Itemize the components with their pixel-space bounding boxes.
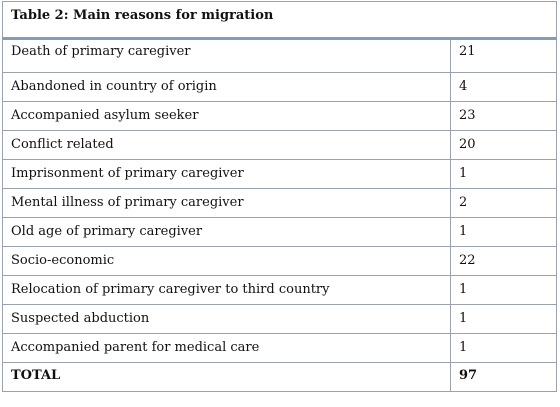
- table-row: Old age of primary caregiver 1: [2, 217, 557, 247]
- count-cell: 1: [450, 159, 557, 189]
- reason-cell: Old age of primary caregiver: [2, 217, 451, 247]
- total-row: TOTAL 97: [2, 362, 557, 392]
- reason-cell: Suspected abduction: [2, 304, 451, 334]
- table-row: Suspected abduction 1: [2, 304, 557, 334]
- count-cell: 21: [450, 38, 557, 73]
- table-row: Death of primary caregiver 21: [2, 38, 557, 73]
- reason-cell: Socio-economic: [2, 246, 451, 276]
- count-cell: 1: [450, 275, 557, 305]
- table-row: Accompanied parent for medical care 1: [2, 333, 557, 363]
- table-row: Conflict related 20: [2, 130, 557, 160]
- table-title: Table 2: Main reasons for migration: [2, 1, 557, 40]
- total-label: TOTAL: [2, 362, 451, 392]
- table-row: Mental illness of primary caregiver 2: [2, 188, 557, 218]
- reason-cell: Conflict related: [2, 130, 451, 160]
- count-cell: 22: [450, 246, 557, 276]
- table-row: Socio-economic 22: [2, 246, 557, 276]
- reason-cell: Relocation of primary caregiver to third…: [2, 275, 451, 305]
- reason-cell: Accompanied asylum seeker: [2, 101, 451, 131]
- reason-cell: Mental illness of primary caregiver: [2, 188, 451, 218]
- count-cell: 1: [450, 304, 557, 334]
- table-row: Abandoned in country of origin 4: [2, 72, 557, 102]
- reason-cell: Abandoned in country of origin: [2, 72, 451, 102]
- table-title-row: Table 2: Main reasons for migration: [2, 1, 557, 40]
- count-cell: 1: [450, 217, 557, 247]
- table-row: Imprisonment of primary caregiver 1: [2, 159, 557, 189]
- count-cell: 4: [450, 72, 557, 102]
- reason-cell: Death of primary caregiver: [2, 38, 451, 73]
- reason-cell: Imprisonment of primary caregiver: [2, 159, 451, 189]
- reason-cell: Accompanied parent for medical care: [2, 333, 451, 363]
- count-cell: 23: [450, 101, 557, 131]
- count-cell: 2: [450, 188, 557, 218]
- count-cell: 1: [450, 333, 557, 363]
- migration-reasons-table: Table 2: Main reasons for migration Deat…: [2, 1, 557, 392]
- count-cell: 20: [450, 130, 557, 160]
- table-row: Accompanied asylum seeker 23: [2, 101, 557, 131]
- table-row: Relocation of primary caregiver to third…: [2, 275, 557, 305]
- total-count: 97: [450, 362, 557, 392]
